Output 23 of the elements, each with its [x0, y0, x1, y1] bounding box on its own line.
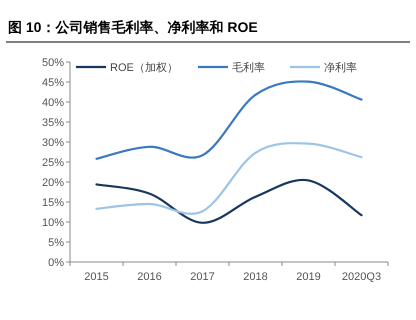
line-series: [95, 80, 363, 160]
legend-label: 毛利率: [232, 61, 265, 74]
legend-label: 净利率: [324, 61, 357, 74]
x-tick-label: 2015: [84, 271, 109, 283]
x-tick-label: 2017: [190, 271, 215, 283]
y-tick-label: 10%: [42, 217, 64, 229]
x-tick-label: 2020Q3: [342, 271, 382, 283]
line-series: [95, 178, 363, 224]
y-tick-label: 45%: [42, 77, 64, 89]
y-tick-label: 35%: [42, 117, 64, 129]
y-tick-label: 25%: [42, 157, 64, 169]
y-tick-label: 15%: [42, 197, 64, 209]
y-tick-label: 40%: [42, 97, 64, 109]
x-tick-label: 2019: [296, 271, 321, 283]
chart-title: 图 10：公司销售毛利率、净利率和 ROE: [8, 19, 258, 35]
y-tick-label: 20%: [42, 177, 64, 189]
y-tick-label: 30%: [42, 137, 64, 149]
legend-label: ROE（加权）: [110, 61, 178, 74]
y-tick-label: 0%: [48, 257, 64, 269]
y-tick-label: 50%: [42, 57, 64, 69]
x-tick-label: 2016: [137, 271, 162, 283]
x-tick-label: 2018: [243, 271, 268, 283]
y-tick-label: 5%: [48, 237, 64, 249]
